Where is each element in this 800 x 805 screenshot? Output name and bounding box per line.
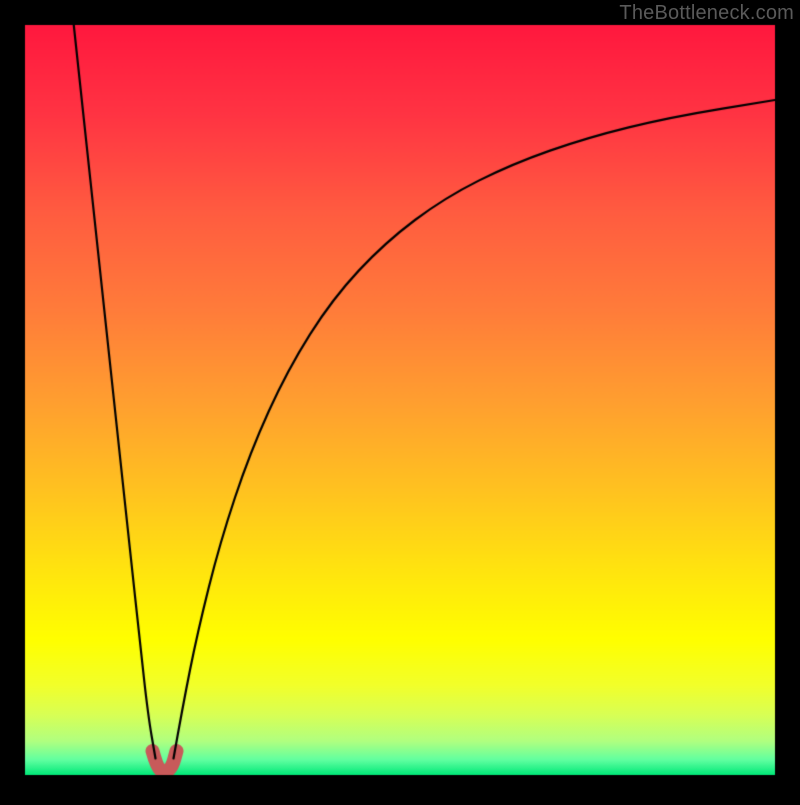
bottleneck-chart-canvas — [0, 0, 800, 800]
watermark-text: TheBottleneck.com — [619, 2, 794, 25]
chart-container: TheBottleneck.com — [0, 0, 800, 800]
